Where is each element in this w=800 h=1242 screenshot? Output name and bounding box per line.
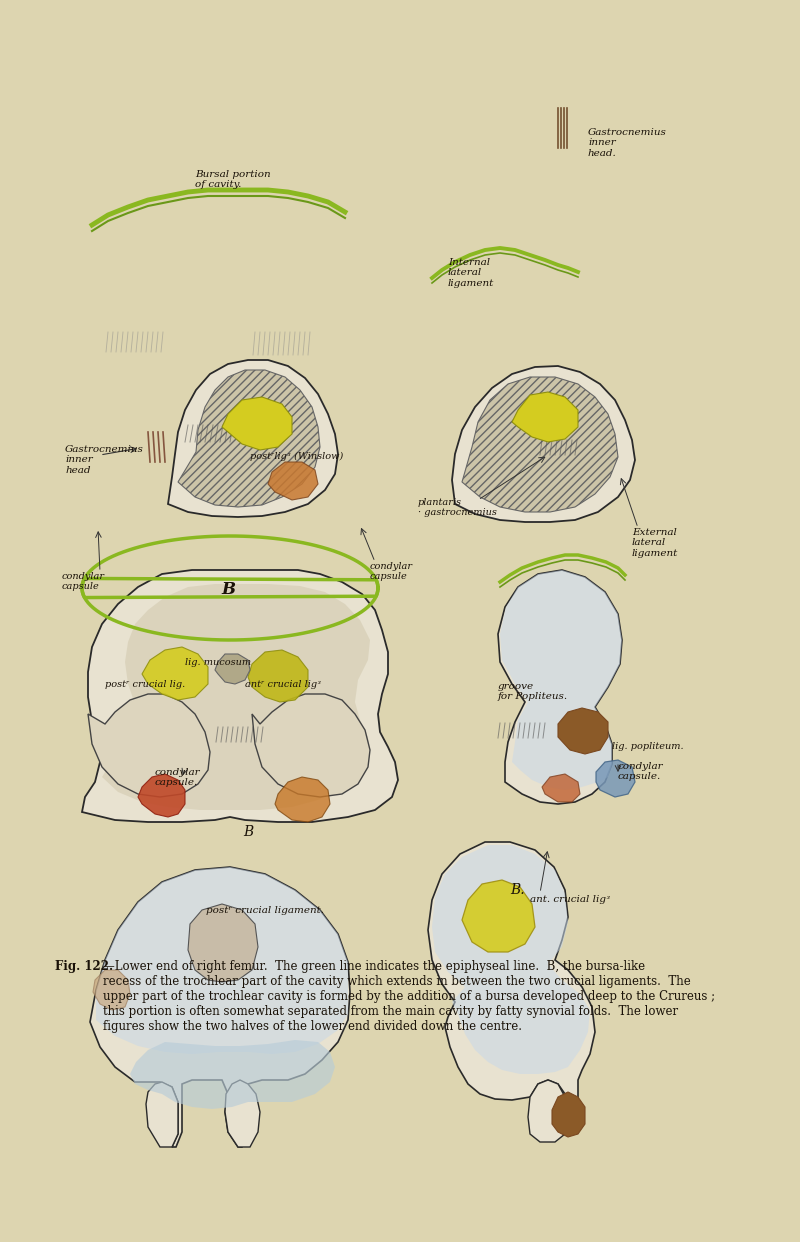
Text: condylar
capsule: condylar capsule xyxy=(62,573,105,591)
Text: postʳ crucial ligament.: postʳ crucial ligament. xyxy=(206,905,324,915)
Text: Gastrocnemius
inner
head.: Gastrocnemius inner head. xyxy=(588,128,667,158)
Polygon shape xyxy=(102,584,370,810)
Text: —Lower end of right femur.  The green line indicates the epiphyseal line.  B, th: —Lower end of right femur. The green lin… xyxy=(103,960,715,1033)
Polygon shape xyxy=(178,370,320,507)
Polygon shape xyxy=(215,655,250,684)
Polygon shape xyxy=(146,1082,178,1148)
Text: groove
for Popliteus.: groove for Popliteus. xyxy=(498,682,568,702)
Polygon shape xyxy=(252,694,370,797)
Text: condylar
capsule.: condylar capsule. xyxy=(618,763,664,781)
Text: ant. crucial ligᶟ: ant. crucial ligᶟ xyxy=(530,895,610,904)
Polygon shape xyxy=(432,845,590,1074)
Polygon shape xyxy=(188,904,258,982)
Polygon shape xyxy=(558,708,608,754)
Polygon shape xyxy=(528,1081,568,1141)
Polygon shape xyxy=(93,970,130,1010)
Polygon shape xyxy=(96,867,348,1054)
Polygon shape xyxy=(88,694,210,797)
Polygon shape xyxy=(498,570,622,804)
Text: postʳ crucial lig.: postʳ crucial lig. xyxy=(105,681,186,689)
Polygon shape xyxy=(168,360,338,517)
Text: Gastrocnemius
inner
head: Gastrocnemius inner head xyxy=(65,445,144,474)
Polygon shape xyxy=(428,842,595,1134)
Polygon shape xyxy=(268,462,318,501)
Polygon shape xyxy=(500,570,622,790)
Polygon shape xyxy=(452,366,635,522)
Text: B.: B. xyxy=(510,883,525,897)
Text: plantaris
· gastrocnemius: plantaris · gastrocnemius xyxy=(418,498,497,518)
Text: B: B xyxy=(221,581,235,599)
Polygon shape xyxy=(462,881,535,953)
Polygon shape xyxy=(542,774,580,802)
Text: postʳligᶟ (Winslow): postʳligᶟ (Winslow) xyxy=(250,452,343,461)
Polygon shape xyxy=(82,570,398,822)
Polygon shape xyxy=(596,760,635,797)
Polygon shape xyxy=(225,1081,260,1148)
Polygon shape xyxy=(222,397,292,450)
Polygon shape xyxy=(138,774,185,817)
Text: B: B xyxy=(243,825,253,840)
Polygon shape xyxy=(462,378,618,512)
Text: Internal
lateral
ligament: Internal lateral ligament xyxy=(448,258,494,288)
Polygon shape xyxy=(142,647,208,700)
Polygon shape xyxy=(552,1092,585,1136)
Polygon shape xyxy=(512,392,578,442)
Text: Bursal portion
of cavity.: Bursal portion of cavity. xyxy=(195,170,270,189)
Polygon shape xyxy=(275,777,330,822)
Text: External
lateral
ligament: External lateral ligament xyxy=(632,528,678,558)
Text: condylar
capsule: condylar capsule xyxy=(370,561,413,581)
Polygon shape xyxy=(130,1040,335,1109)
Polygon shape xyxy=(248,650,308,702)
Text: lig. mucosum: lig. mucosum xyxy=(185,658,251,667)
Text: antʳ crucial ligᶟ: antʳ crucial ligᶟ xyxy=(245,681,322,689)
Text: condylar
capsule.: condylar capsule. xyxy=(155,768,201,787)
Text: lig. popliteum.: lig. popliteum. xyxy=(612,741,684,751)
Text: Fig. 122.: Fig. 122. xyxy=(55,960,113,972)
Polygon shape xyxy=(90,867,350,1148)
